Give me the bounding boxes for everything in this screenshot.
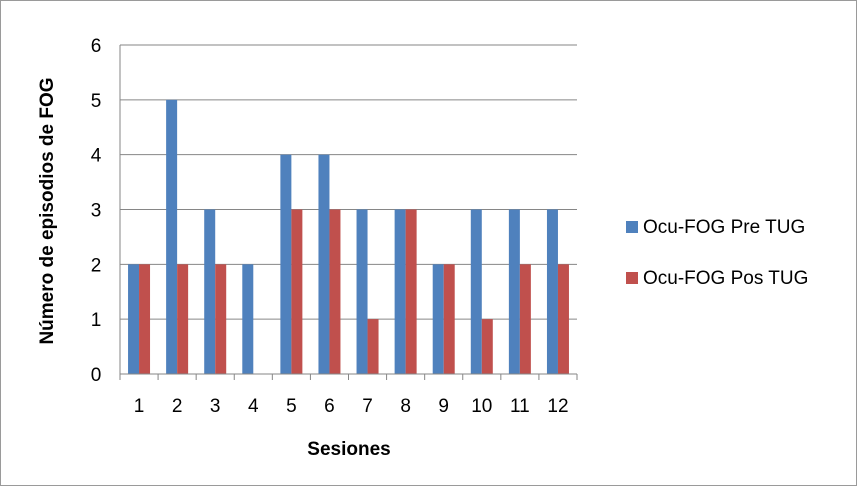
- bar-series-2: [215, 264, 227, 374]
- legend: Ocu-FOG Pre TUG Ocu-FOG Pos TUG: [626, 217, 808, 289]
- y-tick-label: 0: [91, 365, 102, 386]
- x-tick-label: 4: [248, 396, 259, 417]
- gridlines: [120, 44, 577, 320]
- legend-swatch: [626, 221, 638, 233]
- y-tick-label: 3: [91, 201, 102, 222]
- y-tick-label: 2: [91, 255, 102, 276]
- bars: [128, 99, 569, 374]
- bar-series-1: [242, 264, 254, 374]
- bar-series-2: [405, 209, 417, 374]
- bar-series-2: [557, 264, 569, 374]
- bar-series-1: [508, 209, 520, 374]
- bar-series-2: [177, 264, 189, 374]
- x-axis-title: Sesiones: [307, 439, 390, 460]
- bar-series-1: [432, 264, 444, 374]
- y-tick-label: 4: [91, 146, 102, 167]
- x-tick-label: 3: [210, 396, 221, 417]
- y-tick-label: 5: [91, 91, 102, 112]
- bar-series-1: [470, 209, 482, 374]
- bar-series-1: [318, 154, 330, 374]
- x-tick-label: 12: [547, 396, 568, 417]
- bar-series-1: [204, 209, 216, 374]
- bar-series-2: [519, 264, 531, 374]
- axes: [119, 45, 578, 380]
- x-tick-labels: 1 2 3 4 5 6 7 8 9 10 11 12: [134, 396, 569, 417]
- bar-series-2: [329, 209, 341, 374]
- bar-series-1: [546, 209, 558, 374]
- bar-series-2: [291, 209, 303, 374]
- bar-series-2: [139, 264, 151, 374]
- legend-swatch: [626, 272, 638, 284]
- legend-label: Ocu-FOG Pos TUG: [643, 268, 808, 289]
- bar-series-1: [128, 264, 140, 374]
- y-tick-label: 1: [91, 310, 102, 331]
- bar-series-2: [367, 319, 379, 374]
- bar-series-1: [166, 99, 178, 374]
- legend-label: Ocu-FOG Pre TUG: [643, 217, 805, 238]
- bar-series-1: [394, 209, 406, 374]
- bar-series-1: [356, 209, 368, 374]
- y-tick-labels: 0 1 2 3 4 5 6: [91, 36, 102, 386]
- y-tick-label: 6: [91, 36, 102, 57]
- bar-series-2: [481, 319, 493, 374]
- x-tick-label: 11: [510, 396, 530, 417]
- bar-series-1: [280, 154, 292, 374]
- x-tick-label: 5: [286, 396, 297, 417]
- x-tick-label: 2: [172, 396, 183, 417]
- x-tick-label: 8: [400, 396, 411, 417]
- x-tick-label: 10: [471, 396, 492, 417]
- x-tick-label: 7: [362, 396, 373, 417]
- bar-series-2: [443, 264, 455, 374]
- y-axis-title: Número de episodios de FOG: [37, 77, 58, 344]
- x-tick-label: 9: [438, 396, 449, 417]
- x-tick-label: 1: [134, 396, 145, 417]
- x-tick-label: 6: [324, 396, 335, 417]
